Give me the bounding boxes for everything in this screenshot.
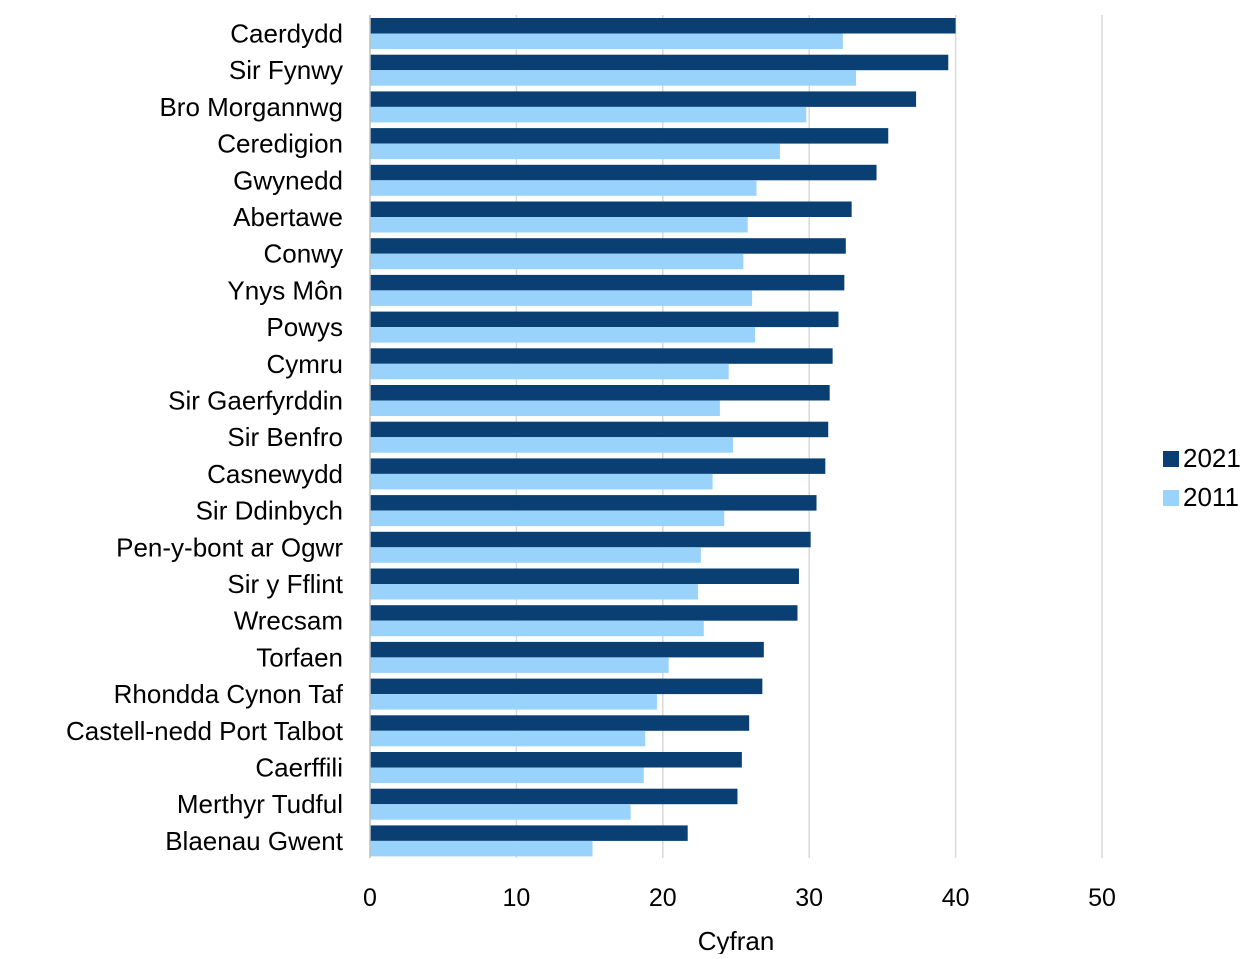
bar-2011 xyxy=(370,730,646,747)
bar-2011 xyxy=(370,767,644,783)
bar-2011 xyxy=(370,510,725,527)
bar-2021 xyxy=(370,678,763,695)
category-label: Caerffili xyxy=(255,753,343,783)
bar-2011 xyxy=(370,70,857,86)
bar-2011 xyxy=(370,620,704,637)
bar-2011 xyxy=(370,804,631,820)
category-label: Torfaen xyxy=(256,642,343,672)
category-label: Merthyr Tudful xyxy=(177,789,343,819)
category-label: Pen-y-bont ar Ogwr xyxy=(116,532,343,562)
category-label: Ynys Môn xyxy=(227,275,343,305)
category-label: Cymru xyxy=(266,349,343,379)
bar-2011 xyxy=(370,840,593,857)
category-labels: Caerdydd Sir Fynwy Bro Morgannwg Ceredigion… xyxy=(66,19,344,856)
bar-2021 xyxy=(370,788,738,805)
category-label: Rhondda Cynon Taf xyxy=(114,679,344,709)
bar-2021 xyxy=(370,568,799,584)
x-tick-label: 10 xyxy=(502,884,530,912)
legend: 2021 2011 xyxy=(1163,443,1241,512)
bar-2021 xyxy=(370,421,829,438)
x-tick-labels: 0 10 20 30 40 50 xyxy=(363,884,1116,912)
bar-2021 xyxy=(370,495,817,511)
category-label: Bro Morgannwg xyxy=(159,92,343,122)
legend-label: 2021 xyxy=(1183,443,1241,473)
bar-2011 xyxy=(370,400,720,416)
legend-label: 2011 xyxy=(1183,482,1239,512)
category-label: Castell-nedd Port Talbot xyxy=(66,716,344,746)
bar-2011 xyxy=(370,33,843,49)
bar-2011 xyxy=(370,217,748,233)
bar-2011 xyxy=(370,143,780,160)
bars xyxy=(370,18,956,857)
category-label: Abertawe xyxy=(233,202,343,232)
bar-2011 xyxy=(370,290,753,306)
category-label: Sir Ddinbych xyxy=(196,496,343,526)
x-tick-label: 50 xyxy=(1088,884,1116,912)
bar-2011 xyxy=(370,437,734,453)
x-tick-label: 0 xyxy=(363,884,377,912)
bar-2011 xyxy=(370,694,657,710)
category-label: Ceredigion xyxy=(217,129,343,159)
bar-2021 xyxy=(370,201,852,217)
bar-2021 xyxy=(370,18,956,34)
bar-2021 xyxy=(370,605,798,621)
category-label: Wrecsam xyxy=(234,606,343,636)
legend-swatch-2011 xyxy=(1163,490,1179,506)
legend-swatch-2021 xyxy=(1163,451,1179,467)
bar-2011 xyxy=(370,253,744,270)
category-label: Caerdydd xyxy=(230,19,343,49)
bar-2011 xyxy=(370,363,729,380)
bar-2021 xyxy=(370,385,830,401)
bar-2021 xyxy=(370,348,833,364)
category-label: Sir y Fflint xyxy=(227,569,343,599)
bar-2021 xyxy=(370,274,845,291)
bar-2021 xyxy=(370,752,742,768)
category-label: Blaenau Gwent xyxy=(165,826,344,856)
bar-2011 xyxy=(370,657,669,673)
bar-2021 xyxy=(370,128,889,144)
category-label: Casnewydd xyxy=(207,459,343,489)
bar-2011 xyxy=(370,327,756,343)
category-label: Powys xyxy=(266,312,343,342)
bar-2021 xyxy=(370,531,811,548)
bar-2011 xyxy=(370,584,698,600)
bar-2021 xyxy=(370,238,846,254)
bar-2021 xyxy=(370,91,917,107)
category-label: Gwynedd xyxy=(233,165,343,195)
category-label: Sir Fynwy xyxy=(229,55,343,85)
bar-2021 xyxy=(370,715,750,731)
x-tick-label: 30 xyxy=(795,884,823,912)
category-label: Sir Gaerfyrddin xyxy=(168,386,343,416)
category-label: Conwy xyxy=(264,239,343,269)
bar-2011 xyxy=(370,106,807,123)
bar-2011 xyxy=(370,547,701,563)
bar-2011 xyxy=(370,473,713,490)
category-label: Sir Benfro xyxy=(227,422,343,452)
bar-2021 xyxy=(370,458,826,474)
bar-2021 xyxy=(370,54,949,71)
bar-2021 xyxy=(370,311,839,328)
x-tick-label: 20 xyxy=(649,884,677,912)
bar-2021 xyxy=(370,641,764,658)
x-tick-label: 40 xyxy=(942,884,970,912)
bar-2021 xyxy=(370,825,688,841)
bar-2021 xyxy=(370,164,877,181)
x-axis-title: Cyfran xyxy=(698,926,775,954)
bar-2011 xyxy=(370,180,757,196)
